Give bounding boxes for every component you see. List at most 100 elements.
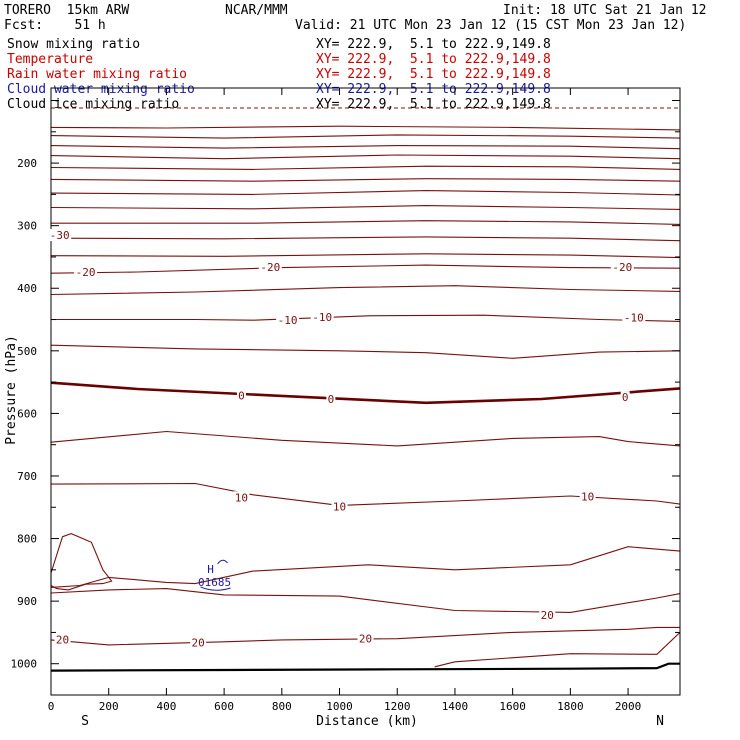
- x-tick-label: 800: [272, 700, 292, 713]
- y-tick-label: 600: [17, 407, 37, 420]
- terrain-line: [50, 662, 680, 672]
- x-tick-label: 1000: [326, 700, 353, 713]
- cloud-high-value: 01685: [198, 576, 231, 589]
- isotherm-label: 20: [192, 636, 205, 649]
- contour-label-bg: [236, 389, 246, 402]
- x-tick-label: 1600: [499, 700, 526, 713]
- isotherm-label: 10: [581, 491, 594, 504]
- isotherm-line-8: [50, 205, 681, 210]
- isotherm-line-20: [50, 588, 681, 613]
- valid-time: Valid: 21 UTC Mon 23 Jan 12 (15 CST Mon …: [295, 18, 687, 33]
- forecast-hour: Fcst: 51 h: [4, 18, 106, 33]
- contour-label-bg: [610, 260, 634, 273]
- legend-name-temperature: Temperature: [7, 52, 94, 67]
- y-tick-label: 200: [17, 157, 37, 170]
- isotherm-line-22: [434, 632, 681, 668]
- isotherm-line-6: [50, 178, 681, 182]
- isotherm-line-3: [50, 145, 681, 150]
- x-tick-label: 1400: [442, 700, 469, 713]
- contour-label-bg: [48, 229, 72, 242]
- isotherm-label: 10: [333, 501, 346, 514]
- x-tick-label: 2000: [615, 700, 642, 713]
- y-tick-label: 800: [17, 533, 37, 546]
- isotherm-label: 0: [622, 391, 629, 404]
- legend-xy-rain: XY= 222.9, 5.1 to 222.9,149.8: [316, 67, 551, 82]
- plot-frame: [50, 87, 681, 696]
- isotherm-label: -20: [260, 261, 280, 274]
- axis-ticks: 0 200 400 600 800 1000 1200 1400 1600 1800 2000200…: [11, 88, 680, 713]
- isotherm-line-1: [50, 125, 681, 131]
- closed-isotherm-contour: [50, 533, 113, 591]
- y-tick-label: 900: [17, 595, 37, 608]
- isotherm-label: 0: [238, 389, 245, 402]
- isotherm-label: -10: [624, 312, 644, 325]
- isotherm-label: -30: [50, 229, 70, 242]
- isotherm-label: 20: [541, 609, 554, 622]
- init-time: Init: 18 UTC Sat 21 Jan 12: [503, 3, 707, 18]
- contour-label-bg: [579, 490, 596, 503]
- isotherm-label: -10: [278, 314, 298, 327]
- isotherm-line-14: [51, 314, 681, 322]
- isotherm-line-13: [50, 285, 681, 296]
- y-tick-label: 700: [17, 470, 37, 483]
- plot-border: [50, 87, 681, 696]
- legend-xy-temperature: XY= 222.9, 5.1 to 222.9,149.8: [316, 52, 551, 67]
- center-title: NCAR/MMM: [225, 3, 288, 18]
- isotherm-contours: [50, 107, 681, 668]
- contour-label-bg: [74, 265, 98, 278]
- contour-label-bg: [54, 633, 71, 646]
- freezing-isotherm-line: [50, 381, 681, 405]
- contour-label-bg: [622, 311, 646, 324]
- y-tick-label: 1000: [11, 658, 38, 671]
- y-tick-label: 400: [17, 282, 37, 295]
- isotherm-line-11: [50, 253, 681, 259]
- cloud-water-contour-lower: [200, 586, 231, 591]
- contour-label-bg: [276, 314, 300, 327]
- legend-xy-cloud-water: XY= 222.9, 5.1 to 222.9,149.8: [316, 82, 551, 97]
- legend-xy-snow: XY= 222.9, 5.1 to 222.9,149.8: [316, 37, 551, 52]
- isotherm-line-5: [50, 165, 681, 170]
- isotherm-label: 10: [235, 491, 248, 504]
- y-tick-label: 500: [17, 345, 37, 358]
- x-tick-label: 400: [156, 700, 176, 713]
- contour-label-bg: [258, 260, 282, 273]
- isotherm-label: 20: [56, 633, 69, 646]
- legend-name-rain: Rain water mixing ratio: [7, 67, 188, 82]
- isotherm-line-18: [50, 482, 681, 506]
- contour-label-bg: [310, 311, 334, 324]
- isotherm-line-10: [50, 236, 681, 242]
- cloud-water-contour: [217, 559, 228, 565]
- contour-label-bg: [326, 393, 336, 406]
- y-tick-label: 300: [17, 220, 37, 233]
- terrain-surface-line: [50, 662, 680, 672]
- isotherm-label: -20: [76, 266, 96, 279]
- contour-label-bg: [620, 391, 630, 404]
- x-tick-label: 1200: [384, 700, 411, 713]
- x-tick-label: 1800: [557, 700, 584, 713]
- isotherm-line-17: [50, 430, 681, 447]
- x-tick-label: 0: [48, 700, 55, 713]
- contour-label-bg: [331, 500, 348, 513]
- model-title: TORERO 15km ARW: [4, 3, 130, 18]
- y-axis-label: Pressure (hPa): [4, 335, 19, 445]
- legend-name-cloud-water: Cloud water mixing ratio: [7, 82, 195, 97]
- isotherm-line-12: [50, 264, 681, 274]
- x-axis-label: Distance (km): [316, 714, 418, 729]
- x-tick-label: 600: [214, 700, 234, 713]
- isotherm-label: -10: [312, 311, 332, 324]
- x-tick-label: 200: [99, 700, 119, 713]
- legend-name-snow: Snow mixing ratio: [7, 37, 141, 52]
- isotherm-line-2: [50, 134, 681, 139]
- contour-label-bg: [190, 636, 207, 649]
- isotherm-line-7: [50, 190, 681, 196]
- south-end-label: S: [81, 714, 89, 729]
- north-end-label: N: [656, 714, 664, 729]
- contour-labels: -30 -20 -20 -20 -10 -10 -10 0 0 0 10 10 10 20 20 20 20: [48, 229, 646, 649]
- isotherm-line-9: [51, 220, 681, 225]
- isotherm-line-19: [50, 546, 681, 588]
- isotherm-label: -20: [612, 261, 632, 274]
- contour-label-bg: [357, 632, 374, 645]
- cloud-high-marker: H: [207, 563, 214, 576]
